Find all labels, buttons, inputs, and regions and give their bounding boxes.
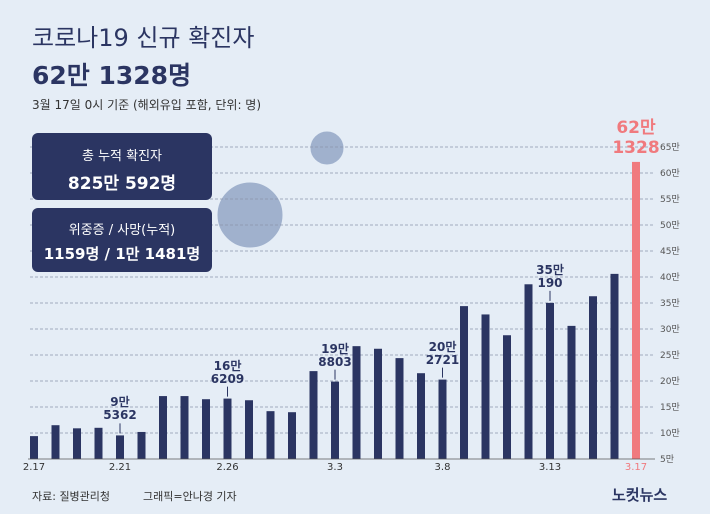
value-label: 9만 5362	[103, 395, 137, 423]
bar	[331, 381, 339, 459]
bar	[438, 379, 447, 459]
box-value: 825만 592명	[67, 174, 177, 194]
y-tick-label: 50만	[660, 220, 680, 231]
value-label: 35만 190	[536, 262, 564, 290]
bar	[460, 306, 468, 459]
value-label: 16만 6209	[210, 358, 245, 386]
y-tick-label: 5만	[660, 454, 674, 465]
x-tick-label: 2.17	[23, 462, 45, 473]
bar	[309, 371, 318, 459]
y-tick-label: 10만	[660, 428, 680, 439]
bar	[137, 431, 146, 459]
bar	[481, 314, 490, 459]
bar	[374, 348, 382, 459]
virus	[217, 131, 344, 248]
bar	[395, 358, 404, 459]
title: 코로나19 신규 확진자	[32, 24, 255, 52]
bar	[180, 396, 189, 459]
total-box: 총 누적 확진자 825만 592명	[32, 133, 212, 200]
y-tick-label: 55만	[660, 194, 680, 205]
y-tick-label: 35만	[660, 298, 680, 309]
death-box: 위중증 / 사망(누적) 1159명 / 1만 1481명	[32, 208, 212, 272]
bar	[503, 335, 511, 459]
bar	[202, 399, 210, 459]
x-tick-label: 3.17	[625, 462, 647, 473]
y-tick-label: 65만	[660, 142, 680, 153]
plot: 5만 10만 15만 20만 25만 30만 35만 40만 45만 50만 55만 60만 65만 2.…	[23, 142, 680, 473]
bar	[116, 435, 124, 459]
value-label: 62만 1328	[612, 117, 660, 158]
bar	[524, 284, 533, 459]
bar	[223, 398, 232, 459]
x-tick-label: 3.13	[539, 462, 561, 473]
y-tick-label: 40만	[660, 272, 680, 283]
x-tick-label: 2.21	[109, 462, 131, 473]
bar	[288, 412, 296, 459]
source: 자료: 질병관리청	[32, 490, 111, 503]
y-tick-label: 20만	[660, 376, 680, 387]
box-label: 위중증 / 사망(누적)	[68, 223, 176, 238]
headline: 62만 1328명	[32, 61, 192, 90]
bar	[352, 346, 361, 459]
bar	[610, 273, 619, 459]
bar	[30, 436, 38, 459]
y-tick-label: 15만	[660, 402, 680, 413]
bar	[546, 302, 554, 459]
bar	[73, 428, 81, 459]
y-tick-label: 25만	[660, 350, 680, 361]
value-label: 20만 2721	[425, 339, 460, 367]
bar	[589, 296, 597, 459]
bar	[245, 400, 253, 459]
bar	[417, 373, 425, 459]
bar	[94, 427, 103, 459]
bar	[266, 411, 275, 459]
y-tick-label: 30만	[660, 324, 680, 335]
box-label: 총 누적 확진자	[81, 149, 163, 164]
bar	[632, 161, 640, 460]
box-value: 1159명 / 1만 1481명	[43, 245, 201, 263]
logo: 노컷뉴스	[612, 486, 668, 504]
bar	[159, 396, 167, 459]
subtitle: 3월 17일 0시 기준 (해외유입 포함, 단위: 명)	[32, 98, 262, 112]
x-tick-label: 3.3	[327, 462, 343, 473]
bar	[567, 325, 576, 459]
y-tick-label: 45만	[660, 246, 680, 257]
value-label: 19만 8803	[318, 341, 352, 369]
bar	[51, 425, 60, 459]
y-tick-label: 60만	[660, 168, 680, 179]
x-tick-label: 3.8	[435, 462, 451, 473]
x-tick-label: 2.26	[216, 462, 238, 473]
credit: 그래픽=안나경 기자	[143, 490, 237, 503]
